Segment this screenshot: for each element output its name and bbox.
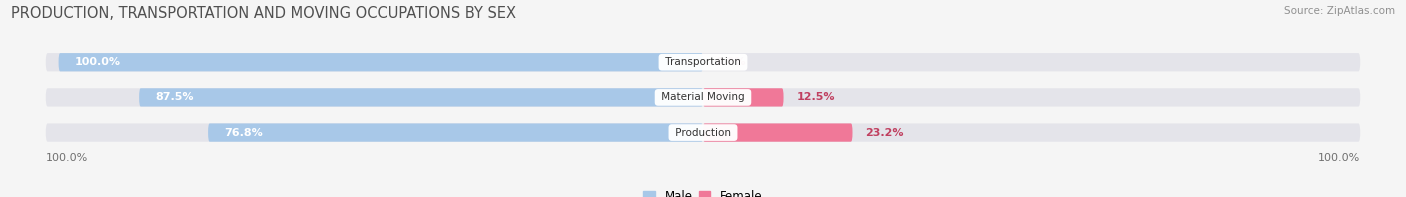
Text: 87.5%: 87.5% (155, 92, 194, 102)
Text: Transportation: Transportation (662, 57, 744, 67)
FancyBboxPatch shape (45, 88, 1361, 107)
Text: Production: Production (672, 128, 734, 138)
Text: 23.2%: 23.2% (866, 128, 904, 138)
Text: 12.5%: 12.5% (796, 92, 835, 102)
Text: PRODUCTION, TRANSPORTATION AND MOVING OCCUPATIONS BY SEX: PRODUCTION, TRANSPORTATION AND MOVING OC… (11, 6, 516, 21)
Text: Material Moving: Material Moving (658, 92, 748, 102)
Legend: Male, Female: Male, Female (644, 190, 762, 197)
Text: 100.0%: 100.0% (75, 57, 121, 67)
Text: 76.8%: 76.8% (224, 128, 263, 138)
Text: 0.0%: 0.0% (716, 57, 747, 67)
FancyBboxPatch shape (139, 88, 703, 107)
FancyBboxPatch shape (208, 124, 703, 142)
FancyBboxPatch shape (703, 124, 852, 142)
FancyBboxPatch shape (45, 124, 1361, 142)
Text: Source: ZipAtlas.com: Source: ZipAtlas.com (1284, 6, 1395, 16)
FancyBboxPatch shape (59, 53, 703, 71)
Text: 100.0%: 100.0% (45, 153, 89, 163)
Text: 100.0%: 100.0% (1317, 153, 1361, 163)
FancyBboxPatch shape (703, 88, 783, 107)
FancyBboxPatch shape (45, 53, 1361, 71)
